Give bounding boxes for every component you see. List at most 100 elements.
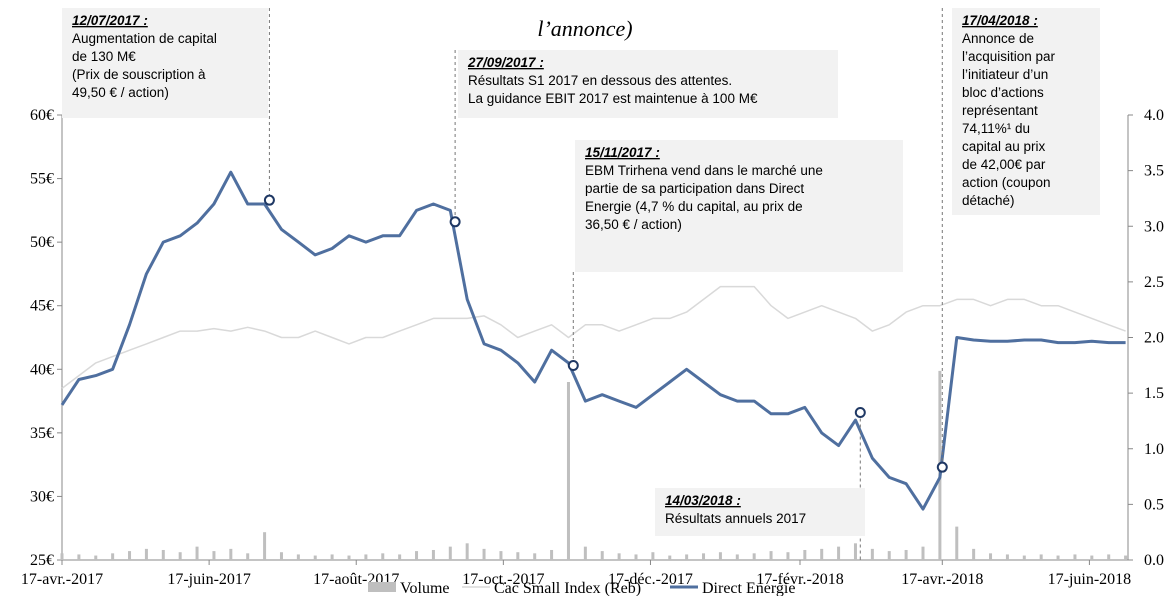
annotation-text: Résultats S1 2017 en dessous des attente…: [468, 73, 732, 88]
annotation-marker: [936, 461, 948, 473]
volume-bar: [195, 546, 199, 560]
volume-bar: [786, 552, 790, 560]
volume-bar: [685, 554, 689, 560]
volume-bar: [820, 548, 824, 560]
annotation-text: Annonce de: [962, 31, 1034, 46]
volume-bar: [1005, 554, 1009, 560]
volume-bar: [989, 553, 993, 560]
y2-tick-label: 0.0: [1144, 552, 1164, 569]
y-tick-label: 30€: [30, 488, 54, 505]
annotation-date: 27/09/2017 :: [467, 55, 544, 70]
volume-bar: [668, 555, 672, 560]
volume-bar: [600, 551, 604, 560]
volume-bar: [398, 554, 402, 560]
volume-bar: [533, 553, 537, 560]
annotation-text: bloc d’actions: [962, 85, 1044, 100]
annotation-text: de 130 M€: [72, 49, 136, 64]
volume-bar: [161, 549, 165, 560]
volume-bar: [921, 546, 925, 560]
x-tick-label: 17-avr.-2018: [901, 571, 983, 588]
y2-tick-label: 1.0: [1144, 441, 1164, 458]
y-tick-label: 40€: [30, 361, 54, 378]
annotation-text: action (coupon: [962, 175, 1051, 190]
volume-bar: [1022, 555, 1026, 560]
chart-title: l’annonce): [537, 16, 632, 41]
volume-bar: [769, 551, 773, 560]
y2-tick-label: 1.5: [1144, 385, 1164, 402]
y-tick-label: 45€: [30, 298, 54, 315]
volume-bar: [229, 548, 233, 560]
volume-bar: [1039, 554, 1043, 560]
x-tick-label: 17-avr.-2017: [21, 571, 103, 588]
volume-bar: [144, 548, 148, 560]
legend-label: Cac Small Index (Reb): [494, 580, 641, 596]
y-tick-label: 35€: [30, 425, 54, 442]
annotation-marker: [854, 407, 866, 419]
annotation-marker: [567, 359, 579, 371]
volume-bar: [482, 548, 486, 560]
volume-bar: [617, 553, 621, 560]
annotation-box: [62, 8, 268, 118]
volume-bar: [870, 548, 874, 560]
volume-bar: [465, 543, 469, 560]
x-tick-label: 17-déc.-2017: [608, 571, 693, 588]
volume-bar: [803, 549, 807, 560]
annotation-text: partie de sa participation dans Direct: [585, 181, 804, 196]
volume-bar: [702, 553, 706, 560]
annotation-box: [655, 488, 865, 536]
legend-label: Direct Energie: [702, 580, 795, 596]
y2-tick-label: 4.0: [1144, 107, 1164, 124]
annotation-text: EBM Trirhena vend dans le marché une: [585, 163, 823, 178]
y2-tick-label: 2.0: [1144, 330, 1164, 347]
x-tick-label: 17-juin-2017: [167, 571, 251, 588]
annotation-box: [458, 50, 838, 118]
volume-bar: [296, 554, 300, 560]
volume-bar: [77, 554, 81, 560]
volume-bar: [583, 546, 587, 560]
annotation-marker: [263, 194, 275, 206]
annotation-text: Augmentation de capital: [72, 31, 217, 46]
annotation-text: détaché): [962, 193, 1015, 208]
annotation-text: capital au prix: [962, 139, 1046, 154]
volume-bar: [566, 382, 570, 560]
volume-bar: [313, 555, 317, 560]
volume-bar: [279, 552, 283, 560]
volume-bar: [431, 549, 435, 560]
y-tick-label: 60€: [30, 107, 54, 124]
annotation-text: 74,11%¹ du: [962, 121, 1030, 136]
annotation-text: Energie (4,7 % du capital, au prix de: [585, 199, 803, 214]
y2-tick-label: 2.5: [1144, 274, 1164, 291]
volume-bar: [263, 532, 267, 560]
annotation-box: [575, 140, 903, 272]
annotation-text: 49,50 € / action): [72, 85, 169, 100]
volume-bar: [347, 555, 351, 560]
annotation-text: (Prix de souscription à: [72, 67, 206, 82]
volume-bar: [1124, 555, 1128, 560]
annotation-date: 14/03/2018 :: [665, 493, 741, 508]
y2-tick-label: 0.5: [1144, 496, 1164, 513]
volume-bar: [178, 552, 182, 560]
volume-bar: [853, 543, 857, 560]
line-series: [61, 285, 1126, 389]
volume-bar: [94, 555, 98, 560]
volume-bar: [415, 551, 419, 560]
annotation-text: représentant: [962, 103, 1038, 118]
volume-bar: [364, 554, 368, 560]
annotation-date: 12/07/2017 :: [72, 13, 148, 28]
volume-bar: [735, 554, 739, 560]
annotation-date: 15/11/2017 :: [585, 145, 660, 160]
annotation-text: l’initiateur d’un: [962, 67, 1048, 82]
volume-bar: [887, 551, 891, 560]
volume-bar: [246, 553, 250, 560]
volume-bar: [651, 552, 655, 560]
volume-bar: [634, 554, 638, 560]
y2-tick-label: 3.0: [1144, 218, 1164, 235]
volume-bar: [837, 546, 841, 560]
annotation-text: La guidance EBIT 2017 est maintenue à 10…: [468, 91, 758, 106]
volume-bar: [718, 552, 722, 560]
volume-bar: [516, 552, 520, 560]
volume-bar: [1107, 554, 1111, 560]
annotation-text: de 42,00€ par: [962, 157, 1046, 172]
volume-bar: [1056, 555, 1060, 560]
